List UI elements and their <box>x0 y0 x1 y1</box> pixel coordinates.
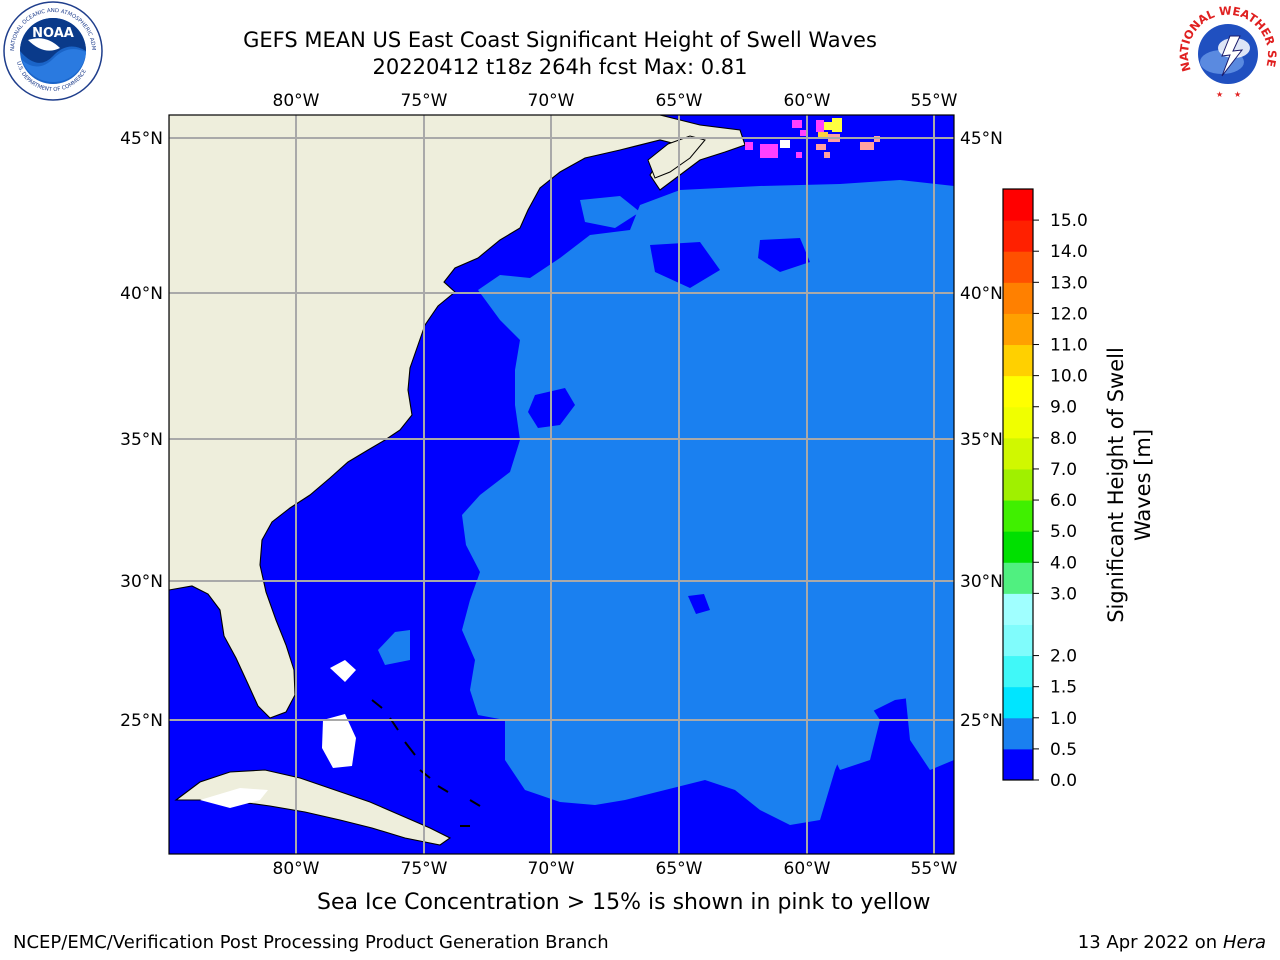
colorbar-segment <box>1003 500 1033 532</box>
colorbar-tick-label: 1.5 <box>1050 678 1077 698</box>
national-weather-service-logo: NATIONAL WEATHER SERVICE ★ ★ <box>1176 0 1279 102</box>
footer-credit: NCEP/EMC/Verification Post Processing Pr… <box>13 932 609 953</box>
lat-labels-right: 45°N 40°N 35°N 30°N 25°N <box>960 129 1003 731</box>
colorbar-segment <box>1003 686 1033 719</box>
colorbar-tick-label: 10.0 <box>1050 367 1088 387</box>
colorbar-tick-label: 7.0 <box>1050 460 1077 480</box>
lon-label: 55°W <box>911 859 958 879</box>
ocean-low-swell-patch <box>688 594 710 614</box>
ocean-mid-swell-patch <box>378 630 410 665</box>
colorbar: 0.0 0.5 1.0 1.5 2.0 3.0 4.0 5.0 6.0 7.0 8.0 9.0 10.0… <box>1002 188 1088 791</box>
ocean-mid-swell-patch <box>820 690 880 770</box>
lon-label: 70°W <box>528 859 575 879</box>
bahamas-islands <box>371 699 481 827</box>
map-frame <box>168 114 955 855</box>
lat-label: 25°N <box>960 711 1003 731</box>
lon-label: 75°W <box>401 859 448 879</box>
noaa-logo-text: NOAA <box>32 26 74 41</box>
lon-labels-bottom: 80°W 75°W 70°W 65°W 60°W 55°W <box>273 859 958 879</box>
lat-label: 45°N <box>120 129 163 149</box>
land-north-america <box>169 115 746 719</box>
lon-label: 65°W <box>656 91 703 111</box>
lat-label: 40°N <box>120 284 163 304</box>
colorbar-label-line2: Waves [m] <box>1131 429 1155 541</box>
colorbar-segment <box>1003 313 1033 346</box>
lon-label: 60°W <box>784 91 831 111</box>
lon-label: 55°W <box>911 91 958 111</box>
colorbar-tick-label: 0.0 <box>1050 771 1077 791</box>
colorbar-segment <box>1003 593 1033 625</box>
colorbar-tick-label: 12.0 <box>1050 304 1088 324</box>
ocean-low-swell-patch <box>758 238 810 272</box>
colorbar-tick-label: 3.0 <box>1050 584 1077 604</box>
map-gridlines <box>169 115 954 854</box>
ocean-mid-swell-patch <box>580 196 640 228</box>
footer-date: 13 Apr 2022 on Hera <box>1078 932 1266 953</box>
colorbar-tick-label: 1.0 <box>1050 709 1077 729</box>
colorbar-segment <box>1003 437 1033 470</box>
colorbar-label-line1: Significant Height of Swell <box>1104 347 1128 623</box>
no-data-area <box>330 660 356 682</box>
lat-label: 35°N <box>120 430 163 450</box>
colorbar-segment <box>1003 562 1033 594</box>
colorbar-segment <box>1003 282 1033 314</box>
lat-label: 35°N <box>960 430 1003 450</box>
lon-label: 65°W <box>656 859 703 879</box>
footer-date-text: 13 Apr 2022 on <box>1077 932 1218 953</box>
svg-text:★: ★ <box>1234 90 1241 99</box>
lat-label: 40°N <box>960 284 1003 304</box>
colorbar-tick-label: 0.5 <box>1050 740 1077 760</box>
colorbar-segment <box>1003 624 1033 657</box>
colorbar-segment <box>1003 220 1033 252</box>
ocean-mid-swell-patch <box>905 686 954 770</box>
chart-title: GEFS MEAN US East Coast Significant Heig… <box>243 28 877 52</box>
footer-machine: Hera <box>1222 932 1266 953</box>
lon-labels-top: 80°W 75°W 70°W 65°W 60°W 55°W <box>273 91 958 111</box>
colorbar-tick-label: 13.0 <box>1050 273 1088 293</box>
ocean-low-swell-patch <box>650 242 720 288</box>
colorbar-tick-label: 11.0 <box>1050 336 1088 356</box>
colorbar-tick-label: 8.0 <box>1050 429 1077 449</box>
chart-subtitle: 20220412 t18z 264h fcst Max: 0.81 <box>372 55 748 79</box>
lon-label: 80°W <box>273 91 320 111</box>
land-nova-scotia <box>647 135 706 179</box>
lat-label: 45°N <box>960 129 1003 149</box>
lat-label: 30°N <box>120 572 163 592</box>
colorbar-tick-label: 15.0 <box>1050 211 1088 231</box>
noaa-logo: NATIONAL OCEANIC AND ATMOSPHERIC ADMINIS… <box>2 0 103 101</box>
no-data-area <box>200 788 268 808</box>
colorbar-tick-label: 2.0 <box>1050 647 1077 667</box>
colorbar-segment <box>1003 344 1033 377</box>
colorbar-segment <box>1003 406 1033 439</box>
colorbar-frame <box>1002 188 1034 781</box>
map-area <box>169 115 954 854</box>
colorbar-tick-label: 6.0 <box>1050 491 1077 511</box>
ocean-mid-swell <box>462 180 954 825</box>
colorbar-segment <box>1003 717 1033 750</box>
colorbar-segment <box>1003 468 1033 501</box>
lon-label: 75°W <box>401 91 448 111</box>
sea-ice-note: Sea Ice Concentration > 15% is shown in … <box>317 890 931 915</box>
lon-label: 70°W <box>528 91 575 111</box>
colorbar-tick-label: 9.0 <box>1050 398 1077 418</box>
no-data-area <box>322 714 356 768</box>
lat-label: 30°N <box>960 572 1003 592</box>
colorbar-segment <box>1003 531 1033 563</box>
svg-text:★: ★ <box>1216 90 1223 99</box>
colorbar-segment <box>1003 189 1033 221</box>
lat-labels-left: 45°N 40°N 35°N 30°N 25°N <box>120 129 163 731</box>
colorbar-segment <box>1003 375 1033 408</box>
lat-label: 25°N <box>120 711 163 731</box>
colorbar-tick-label: 14.0 <box>1050 242 1088 262</box>
lon-label: 80°W <box>273 859 320 879</box>
lon-label: 60°W <box>784 859 831 879</box>
colorbar-tick-label: 4.0 <box>1050 553 1077 573</box>
colorbar-segment <box>1003 748 1033 781</box>
colorbar-segment <box>1003 251 1033 283</box>
colorbar-segment <box>1003 655 1033 688</box>
colorbar-tick-label: 5.0 <box>1050 522 1077 542</box>
